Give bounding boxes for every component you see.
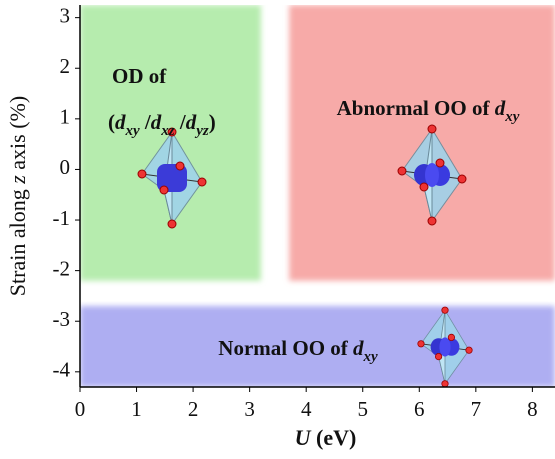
atom	[198, 178, 206, 186]
text-run: d	[495, 96, 506, 120]
y-tick-label: 1	[60, 105, 71, 129]
atom	[448, 334, 454, 340]
orbital	[439, 337, 450, 356]
y-tick-label: -2	[53, 256, 71, 280]
text-run: Strain along	[5, 184, 30, 296]
text-run: yz	[194, 123, 209, 139]
atom	[466, 347, 472, 353]
x-tick-label: 2	[188, 397, 199, 421]
text-run: OD of	[112, 64, 167, 88]
region-label: OD of	[112, 64, 167, 88]
text-run: d	[186, 110, 197, 134]
atom	[176, 162, 184, 170]
regions	[80, 5, 555, 387]
text-run: (eV)	[311, 425, 357, 450]
y-tick-label: -4	[53, 358, 71, 382]
x-tick-label: 8	[527, 397, 538, 421]
atom	[435, 353, 441, 359]
x-tick-label: 3	[244, 397, 255, 421]
text-run: U	[295, 425, 312, 450]
text-run: Normal OO of	[218, 336, 353, 360]
text-run: Abnormal OO of	[337, 96, 495, 120]
y-tick-label: -1	[53, 206, 71, 230]
text-run: d	[353, 336, 364, 360]
atom	[428, 217, 436, 225]
atom	[442, 307, 448, 313]
atom	[436, 159, 444, 167]
atom	[138, 170, 146, 178]
x-tick-label: 5	[357, 397, 368, 421]
text-run: d	[115, 110, 126, 134]
y-tick-label: -3	[53, 307, 71, 331]
orbital	[425, 163, 439, 187]
x-tick-label: 6	[414, 397, 425, 421]
x-tick-label: 7	[471, 397, 482, 421]
x-tick-label: 4	[301, 397, 312, 421]
y-tick-label: 3	[60, 3, 71, 27]
atom	[428, 125, 436, 133]
atom	[442, 381, 448, 387]
text-run: axis (%)	[5, 96, 30, 175]
text-run: xy	[363, 349, 379, 365]
text-run: (	[108, 110, 115, 134]
atom	[418, 341, 424, 347]
x-axis-label: U (eV)	[295, 425, 357, 450]
chart: OD of(dxy /dxz /dyz)Abnormal OO of dxyNo…	[0, 0, 555, 459]
text-run: xy	[125, 123, 141, 139]
x-tick-label: 1	[131, 397, 142, 421]
text-run: d	[151, 110, 162, 134]
atom	[458, 175, 466, 183]
atom	[168, 220, 176, 228]
text-run: z	[5, 175, 30, 185]
text-run: xz	[160, 123, 175, 139]
text-run: )	[209, 110, 216, 134]
y-tick-label: 2	[60, 54, 71, 78]
text-run: xy	[504, 109, 520, 125]
atom	[420, 183, 428, 191]
atom	[160, 186, 168, 194]
y-axis-label: Strain along z axis (%)	[5, 96, 30, 296]
y-tick-label: 0	[60, 155, 71, 179]
atom	[398, 167, 406, 175]
x-tick-label: 0	[75, 397, 86, 421]
